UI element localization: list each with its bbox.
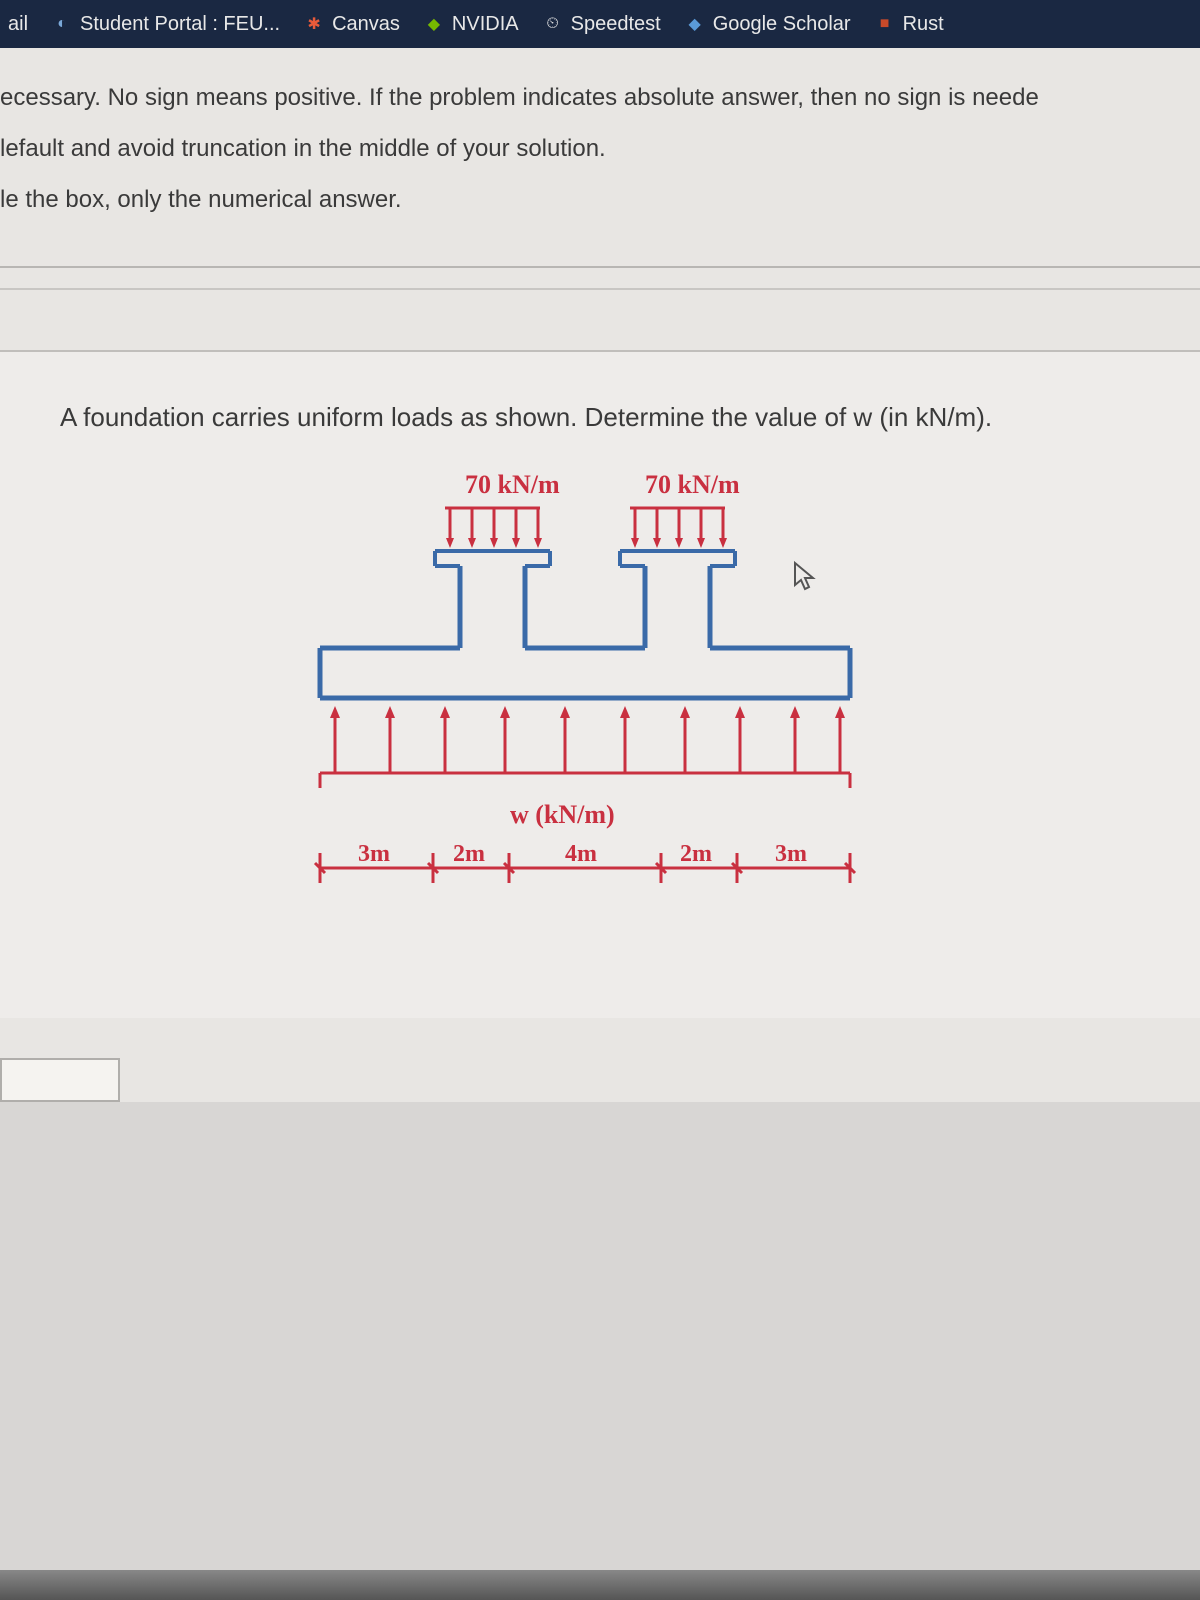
bookmark-student-portal[interactable]: ◐ Student Portal : FEU...: [52, 13, 280, 36]
bookmark-google-scholar[interactable]: ◆ Google Scholar: [685, 13, 851, 36]
dim-5: 3m: [775, 841, 807, 867]
right-column: [645, 566, 710, 648]
bookmark-label: Speedtest: [571, 13, 661, 36]
bookmark-nvidia[interactable]: ◆ NVIDIA: [424, 13, 519, 36]
foundation-diagram: 70 kN/m 70 kN/m: [250, 463, 950, 928]
left-column-cap: [435, 551, 550, 566]
instruction-text-1: ecessary. No sign means positive. If the…: [0, 72, 1200, 123]
load-label-left: 70 kN/m: [465, 470, 560, 499]
dim-3: 4m: [565, 841, 597, 867]
left-column: [460, 566, 525, 648]
load-label-right: 70 kN/m: [645, 470, 740, 499]
rust-icon: ■: [875, 14, 895, 34]
dim-2: 2m: [453, 841, 485, 867]
bookmark-speedtest[interactable]: ⏲ Speedtest: [543, 13, 661, 36]
speedtest-icon: ⏲: [543, 14, 563, 34]
taskbar-edge: [0, 1570, 1200, 1600]
bookmark-label: Google Scholar: [713, 13, 851, 36]
scholar-icon: ◆: [685, 14, 705, 34]
soil-reaction-arrows: [320, 706, 850, 788]
bookmark-label: ail: [8, 13, 28, 36]
bookmark-label: Rust: [903, 13, 944, 36]
divider: [0, 266, 1200, 268]
bookmark-ail[interactable]: ail: [8, 13, 28, 36]
canvas-icon: ✱: [304, 14, 324, 34]
bookmark-rust[interactable]: ■ Rust: [875, 13, 944, 36]
answer-input[interactable]: [0, 1058, 120, 1102]
udl-left: [445, 508, 542, 548]
bookmark-label: Student Portal : FEU...: [80, 13, 280, 36]
bookmark-bar: ail ◐ Student Portal : FEU... ✱ Canvas ◆…: [0, 0, 1200, 48]
right-column-cap: [620, 551, 735, 566]
question-text: A foundation carries uniform loads as sh…: [60, 402, 1140, 433]
dim-4: 2m: [680, 841, 712, 867]
diagram-svg: 70 kN/m 70 kN/m: [250, 463, 950, 923]
divider: [0, 288, 1200, 290]
instruction-text-2: lefault and avoid truncation in the midd…: [0, 123, 1200, 174]
question-container: A foundation carries uniform loads as sh…: [0, 350, 1200, 1018]
bookmark-label: NVIDIA: [452, 13, 519, 36]
bookmark-label: Canvas: [332, 13, 400, 36]
bookmark-canvas[interactable]: ✱ Canvas: [304, 13, 400, 36]
page-content: ecessary. No sign means positive. If the…: [0, 48, 1200, 1102]
udl-right: [630, 508, 727, 548]
instruction-text-3: le the box, only the numerical answer.: [0, 174, 1200, 225]
reaction-label: w (kN/m): [510, 800, 615, 829]
footing-slab: [320, 648, 850, 698]
dim-1: 3m: [358, 841, 390, 867]
nvidia-icon: ◆: [424, 14, 444, 34]
cursor-icon: [795, 563, 813, 589]
answer-area: [0, 1018, 1200, 1102]
portal-icon: ◐: [52, 14, 72, 34]
